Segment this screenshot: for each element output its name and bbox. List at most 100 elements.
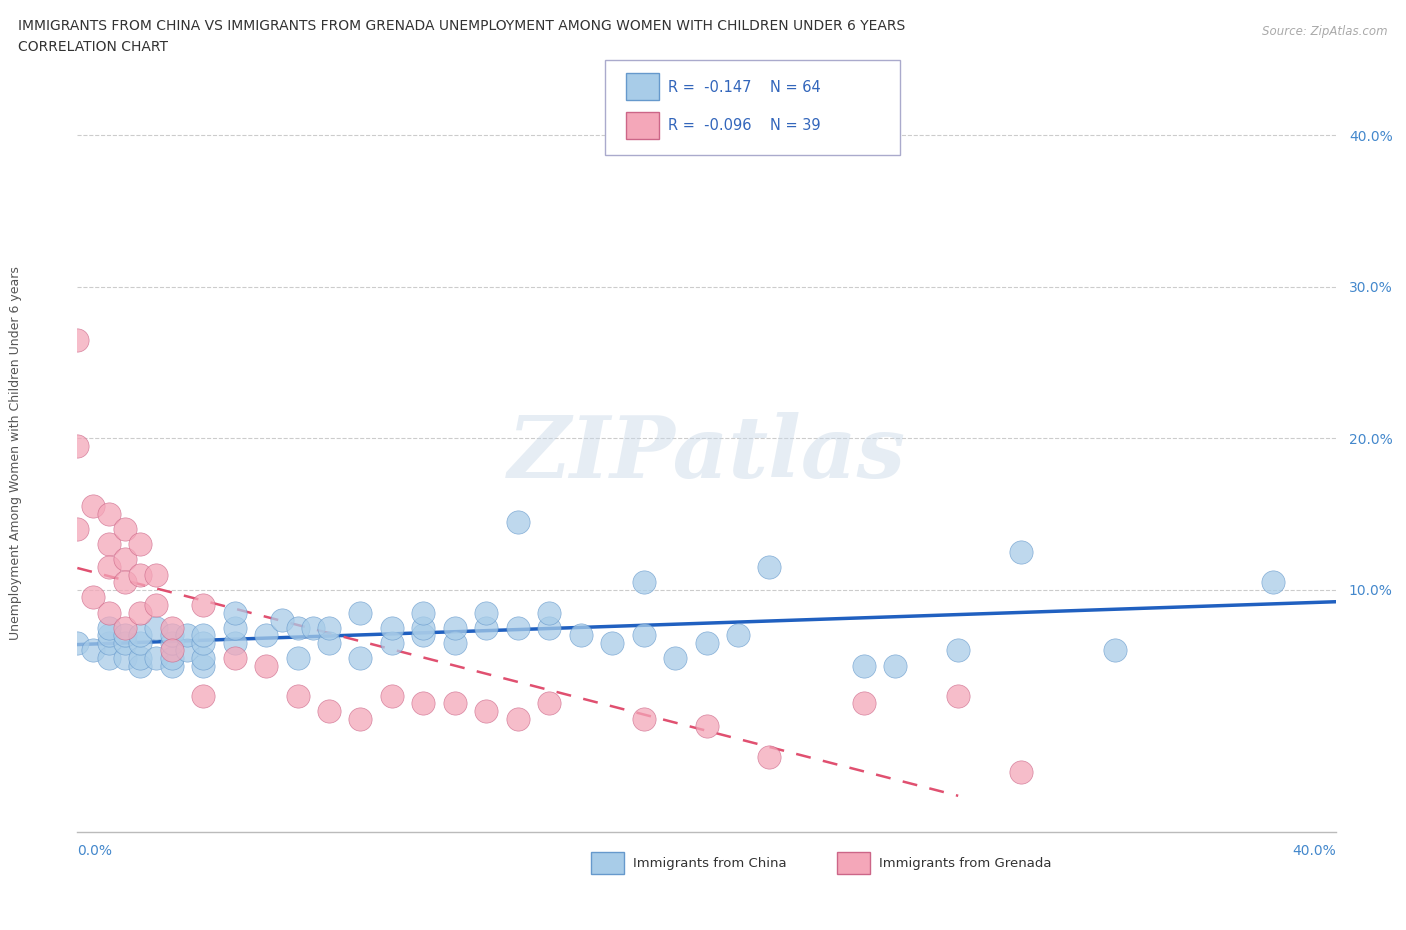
Point: [176, 628, 198, 643]
Point: [97, 560, 120, 575]
Point: [727, 628, 749, 643]
Point: [381, 688, 404, 703]
Point: [224, 635, 246, 650]
Point: [852, 696, 875, 711]
Point: [97, 507, 120, 522]
Point: [287, 651, 309, 666]
Point: [145, 651, 167, 666]
Point: [412, 620, 434, 635]
Point: [302, 620, 325, 635]
Point: [129, 605, 152, 620]
Point: [1261, 575, 1284, 590]
Y-axis label: Unemployment Among Women with Children Under 6 years: Unemployment Among Women with Children U…: [8, 266, 21, 641]
Point: [66, 522, 89, 537]
Point: [884, 658, 907, 673]
Point: [97, 620, 120, 635]
Point: [145, 567, 167, 582]
Point: [97, 628, 120, 643]
Point: [1010, 544, 1032, 559]
Point: [1010, 764, 1032, 779]
Point: [318, 620, 340, 635]
Point: [82, 590, 104, 604]
Point: [287, 688, 309, 703]
Point: [412, 628, 434, 643]
Point: [145, 620, 167, 635]
Point: [114, 522, 136, 537]
Point: [224, 605, 246, 620]
Point: [97, 537, 120, 551]
Point: [191, 628, 215, 643]
Point: [696, 635, 718, 650]
Point: [254, 658, 277, 673]
Point: [538, 605, 561, 620]
Point: [97, 651, 120, 666]
Point: [633, 628, 655, 643]
Point: [349, 605, 371, 620]
Point: [254, 628, 277, 643]
Point: [97, 605, 120, 620]
Point: [538, 620, 561, 635]
Point: [66, 332, 89, 347]
Point: [82, 643, 104, 658]
Point: [1104, 643, 1126, 658]
Point: [948, 688, 970, 703]
Point: [506, 514, 529, 529]
Point: [129, 567, 152, 582]
Point: [633, 575, 655, 590]
Point: [381, 635, 404, 650]
Point: [66, 438, 89, 453]
Text: CORRELATION CHART: CORRELATION CHART: [18, 40, 169, 54]
Text: R =  -0.147    N = 64: R = -0.147 N = 64: [668, 80, 821, 95]
Point: [129, 651, 152, 666]
Point: [160, 620, 183, 635]
Text: IMMIGRANTS FROM CHINA VS IMMIGRANTS FROM GRENADA UNEMPLOYMENT AMONG WOMEN WITH C: IMMIGRANTS FROM CHINA VS IMMIGRANTS FROM…: [18, 19, 905, 33]
Text: Source: ZipAtlas.com: Source: ZipAtlas.com: [1263, 25, 1388, 38]
Point: [696, 719, 718, 734]
Point: [129, 537, 152, 551]
Point: [412, 605, 434, 620]
Point: [129, 628, 152, 643]
Text: ZIPatlas: ZIPatlas: [508, 412, 905, 495]
Point: [114, 635, 136, 650]
Point: [160, 658, 183, 673]
Point: [160, 628, 183, 643]
Point: [444, 696, 467, 711]
Point: [444, 620, 467, 635]
Point: [82, 499, 104, 514]
Point: [600, 635, 623, 650]
Text: 0.0%: 0.0%: [77, 844, 112, 858]
Point: [412, 696, 434, 711]
Point: [318, 635, 340, 650]
Point: [97, 635, 120, 650]
Point: [224, 651, 246, 666]
Point: [633, 711, 655, 726]
Point: [114, 651, 136, 666]
Point: [114, 620, 136, 635]
Point: [160, 651, 183, 666]
Point: [569, 628, 592, 643]
Text: R =  -0.096    N = 39: R = -0.096 N = 39: [668, 118, 821, 133]
Point: [538, 696, 561, 711]
Point: [349, 651, 371, 666]
Point: [506, 711, 529, 726]
Text: Immigrants from Grenada: Immigrants from Grenada: [879, 857, 1052, 870]
Point: [114, 628, 136, 643]
Point: [191, 598, 215, 613]
Point: [475, 605, 498, 620]
Point: [191, 651, 215, 666]
Point: [349, 711, 371, 726]
Point: [191, 635, 215, 650]
Point: [145, 598, 167, 613]
Point: [160, 643, 183, 658]
Point: [758, 560, 780, 575]
Point: [475, 620, 498, 635]
Point: [948, 643, 970, 658]
Point: [160, 635, 183, 650]
Point: [176, 643, 198, 658]
Point: [506, 620, 529, 635]
Point: [191, 658, 215, 673]
Point: [129, 658, 152, 673]
Text: 40.0%: 40.0%: [1292, 844, 1336, 858]
Text: Immigrants from China: Immigrants from China: [633, 857, 786, 870]
Point: [852, 658, 875, 673]
